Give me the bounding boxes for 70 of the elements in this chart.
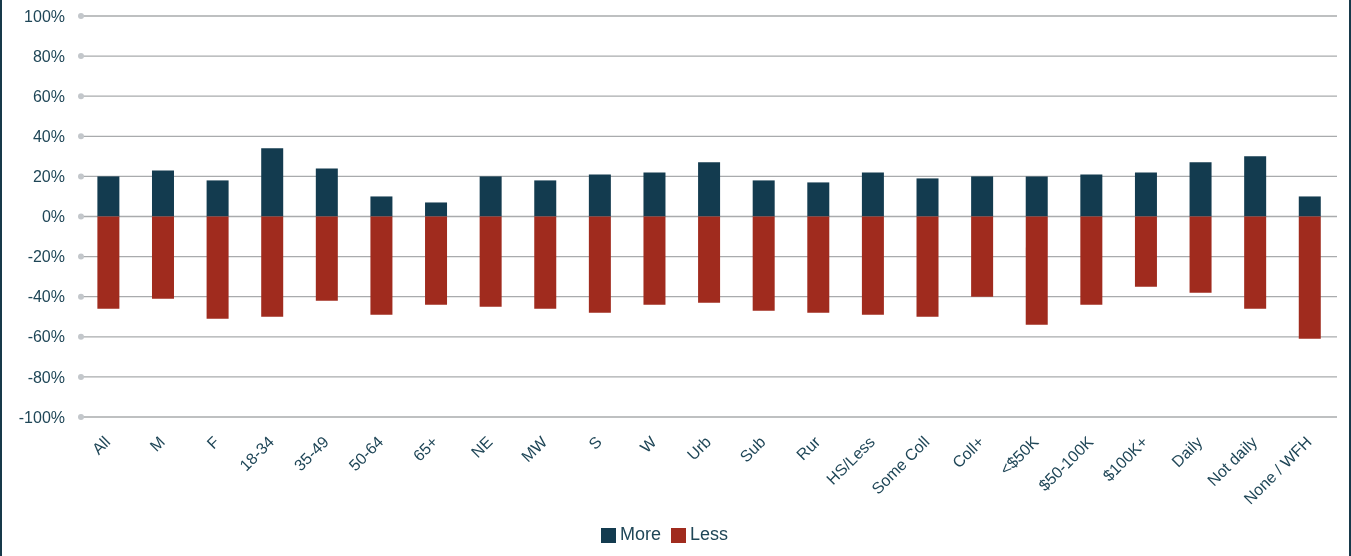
x-tick-label: Sub — [736, 433, 769, 466]
bar — [698, 216, 721, 303]
bar — [1244, 156, 1267, 217]
bar — [752, 216, 775, 311]
bar — [807, 216, 830, 313]
bar — [643, 172, 666, 217]
bar — [752, 180, 775, 217]
bar — [261, 148, 284, 217]
bar — [588, 174, 611, 217]
bar — [479, 176, 502, 217]
bar — [261, 216, 284, 317]
bar — [1298, 196, 1321, 217]
x-tick-label: 65+ — [409, 433, 442, 465]
bar — [971, 176, 994, 217]
x-tick-label: S — [585, 433, 605, 453]
legend-label: Less — [689, 524, 729, 544]
bar — [206, 180, 229, 217]
x-tick-label: MW — [518, 432, 551, 466]
y-tick-label: 100% — [24, 7, 65, 25]
bar — [1134, 172, 1157, 217]
bar — [1025, 216, 1048, 325]
bar — [1189, 162, 1212, 217]
bar — [315, 216, 338, 301]
bar — [1025, 176, 1048, 217]
bar — [206, 216, 229, 319]
y-tick-label: 40% — [32, 127, 65, 145]
y-tick-label: 20% — [32, 168, 65, 185]
bar — [1189, 216, 1212, 293]
bar — [425, 216, 448, 305]
bar — [1134, 216, 1157, 287]
bar — [916, 216, 939, 317]
bar — [1080, 216, 1103, 305]
x-tick-label: F — [203, 432, 223, 453]
y-tick-label: -100% — [18, 408, 65, 426]
bar — [425, 202, 448, 217]
bar — [1080, 174, 1103, 217]
legend-label: More — [619, 524, 661, 544]
bar — [643, 216, 666, 305]
bar — [861, 216, 884, 315]
y-tick-label: 80% — [32, 47, 65, 65]
bar — [534, 180, 557, 217]
x-tick-label: All — [88, 433, 114, 458]
x-tick-label: NE — [467, 433, 496, 461]
bar — [971, 216, 994, 297]
y-tick-label: -20% — [27, 248, 65, 266]
bar — [1244, 216, 1267, 309]
bar — [534, 216, 557, 309]
y-tick-label: -60% — [27, 328, 65, 346]
bar — [370, 216, 393, 315]
bar — [97, 216, 120, 309]
x-tick-label: Rur — [793, 432, 824, 464]
bar — [315, 168, 338, 217]
bar — [588, 216, 611, 313]
bar — [916, 178, 939, 217]
bar — [370, 196, 393, 217]
y-tick-label: -80% — [27, 368, 65, 386]
bar — [479, 216, 502, 307]
bar — [698, 162, 721, 217]
y-tick-label: 0% — [41, 208, 65, 226]
y-tick-label: 60% — [32, 87, 65, 105]
bar — [807, 182, 830, 217]
bar — [1298, 216, 1321, 339]
y-tick-label: -40% — [27, 288, 65, 306]
bar — [151, 170, 174, 217]
bar — [97, 176, 120, 217]
bar — [861, 172, 884, 217]
x-tick-label: W — [636, 432, 661, 456]
x-tick-label: Urb — [683, 433, 715, 464]
x-tick-label: M — [146, 433, 169, 455]
bar — [151, 216, 174, 299]
